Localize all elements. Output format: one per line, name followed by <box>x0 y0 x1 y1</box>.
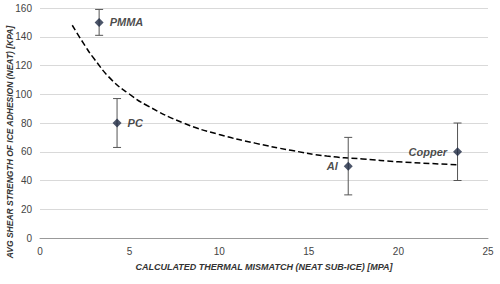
svg-text:160: 160 <box>15 3 32 14</box>
svg-text:20: 20 <box>393 246 405 257</box>
svg-text:PMMA: PMMA <box>110 16 144 28</box>
svg-text:Copper: Copper <box>409 146 448 158</box>
svg-text:PC: PC <box>128 117 144 129</box>
svg-text:CALCULATED THERMAL MISMATCH (N: CALCULATED THERMAL MISMATCH (NEAT SUB-IC… <box>135 262 393 272</box>
svg-text:140: 140 <box>15 31 32 42</box>
svg-text:60: 60 <box>21 146 33 157</box>
svg-text:100: 100 <box>15 89 32 100</box>
svg-text:0: 0 <box>37 246 43 257</box>
svg-text:40: 40 <box>21 175 33 186</box>
svg-text:120: 120 <box>15 60 32 71</box>
svg-text:80: 80 <box>21 118 33 129</box>
svg-text:AVG SHEAR STRENGTH OF ICE ADHE: AVG SHEAR STRENGTH OF ICE ADHESION (NEAT… <box>5 25 15 260</box>
svg-text:Al: Al <box>326 160 339 172</box>
svg-text:10: 10 <box>214 246 226 257</box>
svg-text:20: 20 <box>21 204 33 215</box>
svg-text:0: 0 <box>26 233 32 244</box>
svg-text:25: 25 <box>482 246 494 257</box>
svg-text:5: 5 <box>127 246 133 257</box>
svg-text:15: 15 <box>303 246 315 257</box>
